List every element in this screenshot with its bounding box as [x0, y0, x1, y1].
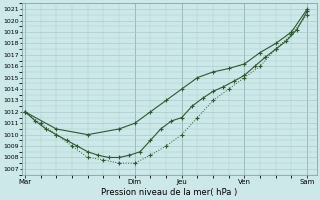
X-axis label: Pression niveau de la mer( hPa ): Pression niveau de la mer( hPa ) [101, 188, 237, 197]
